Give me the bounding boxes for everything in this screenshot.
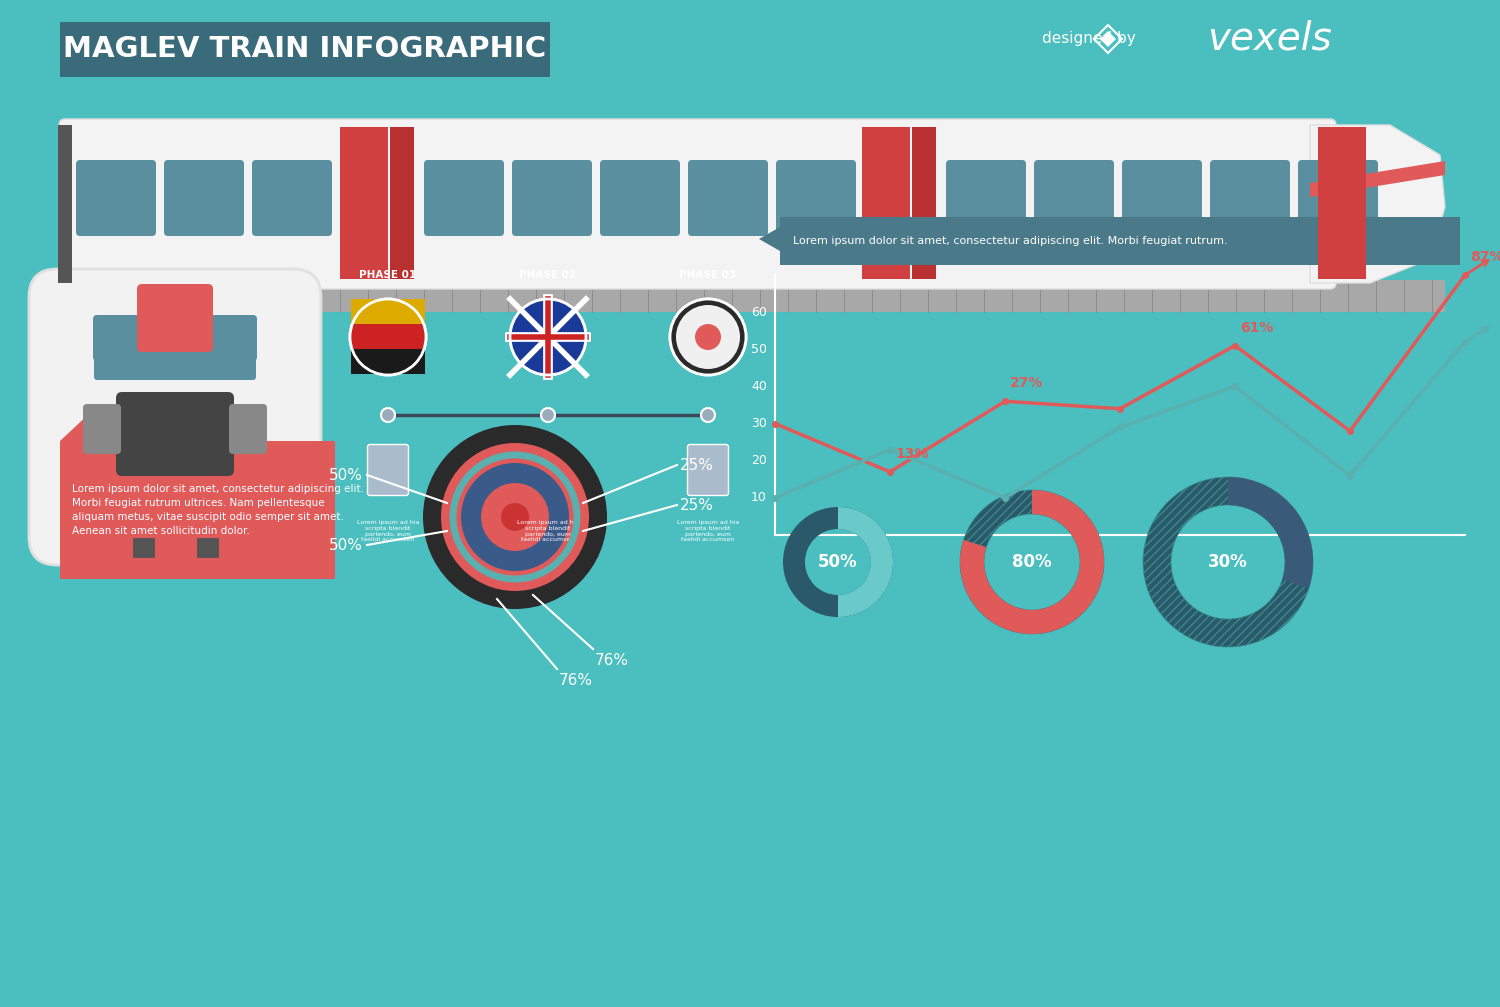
FancyBboxPatch shape: [1122, 160, 1202, 236]
Text: Lorem ipsum ad hia
scripta blandit
parlendo, eum
faelidi accumsen: Lorem ipsum ad hia scripta blandit parle…: [676, 520, 740, 543]
FancyBboxPatch shape: [1318, 127, 1366, 279]
Text: 25%: 25%: [680, 457, 714, 472]
Text: 61%: 61%: [1240, 320, 1274, 334]
Polygon shape: [759, 227, 780, 251]
Polygon shape: [1310, 161, 1444, 197]
FancyBboxPatch shape: [76, 160, 156, 236]
Circle shape: [542, 408, 555, 422]
Text: 25%: 25%: [680, 497, 714, 513]
FancyBboxPatch shape: [192, 475, 224, 543]
FancyBboxPatch shape: [230, 404, 267, 454]
Polygon shape: [60, 411, 124, 441]
Text: 13%: 13%: [896, 447, 928, 461]
Text: Lorem ipsum dolor sit amet, consectetur adipiscing elit. Morbi feugiat rutrum.: Lorem ipsum dolor sit amet, consectetur …: [794, 236, 1227, 246]
FancyBboxPatch shape: [424, 160, 504, 236]
Text: 60: 60: [752, 306, 766, 318]
FancyBboxPatch shape: [600, 160, 680, 236]
FancyBboxPatch shape: [1298, 160, 1378, 236]
Text: 30%: 30%: [1208, 553, 1248, 571]
FancyBboxPatch shape: [340, 127, 388, 279]
Text: 87%: 87%: [1470, 250, 1500, 264]
FancyBboxPatch shape: [60, 22, 550, 77]
FancyBboxPatch shape: [688, 160, 768, 236]
Circle shape: [670, 299, 746, 375]
Text: vexels: vexels: [1208, 20, 1332, 58]
FancyBboxPatch shape: [912, 127, 936, 279]
Circle shape: [676, 305, 740, 369]
Circle shape: [501, 504, 530, 531]
Wedge shape: [1143, 477, 1312, 648]
Circle shape: [423, 425, 608, 609]
Text: MAGLEV TRAIN INFOGRAPHIC: MAGLEV TRAIN INFOGRAPHIC: [63, 35, 546, 63]
FancyBboxPatch shape: [93, 315, 256, 361]
FancyBboxPatch shape: [528, 444, 568, 495]
Circle shape: [460, 463, 568, 571]
Text: 50: 50: [752, 342, 766, 355]
Text: 40: 40: [752, 380, 766, 393]
FancyBboxPatch shape: [94, 350, 256, 380]
Text: PHASE 03: PHASE 03: [680, 270, 736, 280]
FancyBboxPatch shape: [368, 444, 408, 495]
Circle shape: [670, 299, 746, 375]
Text: Lorem ipsum ad hia
scripta blandit
parlendo, eum
faelidi accumsen: Lorem ipsum ad hia scripta blandit parle…: [518, 520, 579, 543]
Text: 50%: 50%: [328, 467, 363, 482]
FancyBboxPatch shape: [136, 284, 213, 352]
FancyBboxPatch shape: [56, 280, 1444, 312]
Text: 80%: 80%: [1013, 553, 1052, 571]
Circle shape: [381, 408, 394, 422]
FancyBboxPatch shape: [776, 160, 856, 236]
Polygon shape: [351, 299, 424, 324]
Circle shape: [510, 299, 586, 375]
Circle shape: [694, 324, 721, 350]
FancyBboxPatch shape: [512, 160, 592, 236]
Text: 10: 10: [752, 491, 766, 505]
Polygon shape: [1100, 31, 1116, 47]
Wedge shape: [960, 490, 1104, 634]
Wedge shape: [783, 507, 892, 617]
Text: designed by: designed by: [1042, 31, 1136, 46]
Circle shape: [510, 299, 586, 375]
Text: 50%: 50%: [818, 553, 858, 571]
Text: Lorem ipsum dolor sit amet, consectetur adipiscing elit.
Morbi feugiat rutrum ul: Lorem ipsum dolor sit amet, consectetur …: [72, 484, 364, 536]
Wedge shape: [1228, 477, 1312, 588]
FancyBboxPatch shape: [60, 441, 334, 579]
FancyBboxPatch shape: [58, 119, 1336, 289]
FancyBboxPatch shape: [1034, 160, 1114, 236]
FancyBboxPatch shape: [946, 160, 1026, 236]
FancyBboxPatch shape: [252, 160, 332, 236]
Polygon shape: [351, 349, 424, 374]
FancyBboxPatch shape: [58, 125, 72, 283]
Circle shape: [482, 483, 549, 551]
FancyBboxPatch shape: [28, 269, 321, 565]
FancyBboxPatch shape: [862, 127, 910, 279]
FancyBboxPatch shape: [82, 404, 122, 454]
Text: PHASE 02: PHASE 02: [519, 270, 576, 280]
Text: 27%: 27%: [1010, 377, 1044, 391]
Circle shape: [700, 408, 715, 422]
FancyBboxPatch shape: [196, 538, 219, 558]
Polygon shape: [1310, 125, 1444, 283]
FancyBboxPatch shape: [390, 127, 414, 279]
FancyBboxPatch shape: [780, 217, 1460, 265]
Circle shape: [350, 299, 426, 375]
FancyBboxPatch shape: [116, 392, 234, 476]
Wedge shape: [839, 507, 892, 617]
FancyBboxPatch shape: [134, 538, 154, 558]
Text: Lorem ipsum ad hia
scripta blandit
parlendo, eum
faelidi accumsen: Lorem ipsum ad hia scripta blandit parle…: [357, 520, 419, 543]
Text: 20: 20: [752, 454, 766, 467]
Text: 30: 30: [752, 417, 766, 430]
FancyBboxPatch shape: [1210, 160, 1290, 236]
Wedge shape: [960, 490, 1104, 634]
Text: PHASE 01: PHASE 01: [360, 270, 417, 280]
Polygon shape: [351, 324, 424, 349]
FancyBboxPatch shape: [164, 160, 244, 236]
Text: 76%: 76%: [596, 653, 628, 668]
FancyBboxPatch shape: [687, 444, 729, 495]
Circle shape: [441, 443, 590, 591]
Text: 50%: 50%: [328, 538, 363, 553]
Text: 76%: 76%: [560, 673, 592, 688]
FancyBboxPatch shape: [128, 475, 160, 543]
